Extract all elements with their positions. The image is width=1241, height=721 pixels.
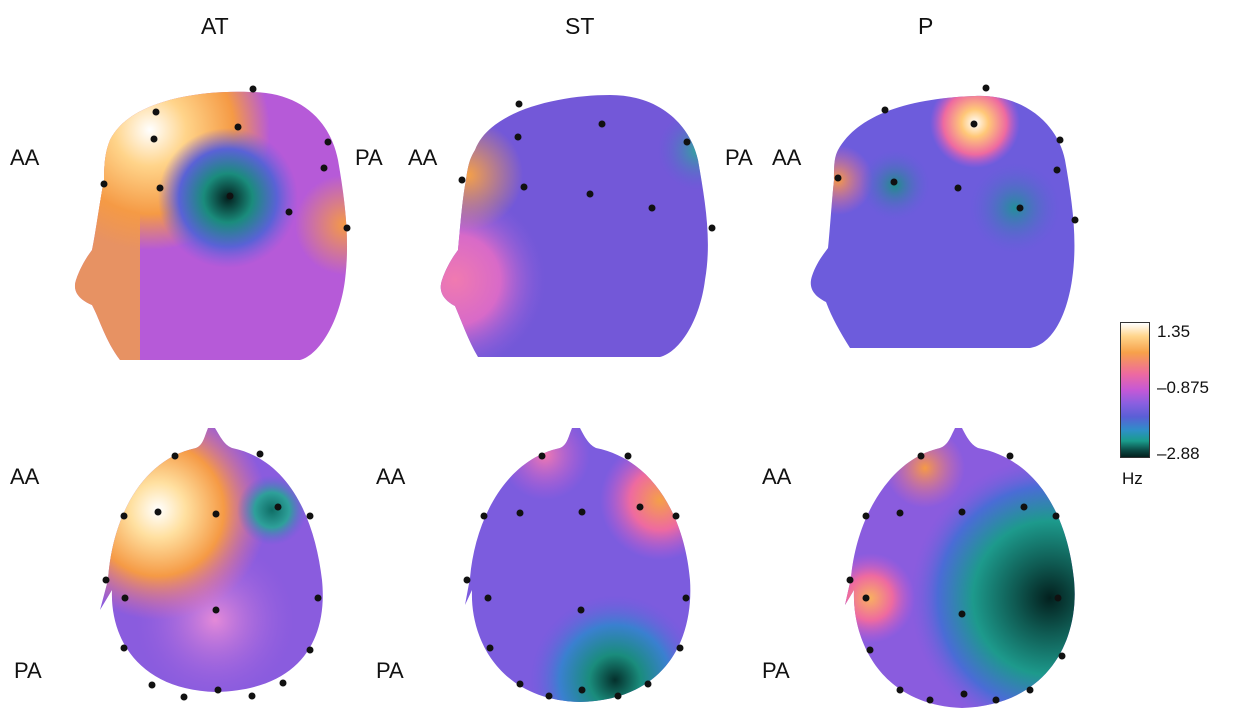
side-posterior-label: PA (355, 145, 383, 170)
side-anterior-label: AA (408, 145, 438, 170)
side-posterior-label: PA (725, 145, 753, 170)
top-anterior-label: AA (376, 464, 406, 489)
column-title-at: AT (201, 13, 229, 39)
top-posterior-label: PA (376, 658, 404, 683)
colorbar-mid-label: –0.875 (1157, 378, 1209, 397)
top-posterior-label: PA (762, 658, 790, 683)
side-anterior-label: AA (10, 145, 40, 170)
column-title-p: P (918, 13, 934, 39)
colorbar-unit-label: Hz (1122, 469, 1143, 488)
colorbar-min-label: –2.88 (1157, 444, 1200, 463)
side-anterior-label: AA (772, 145, 802, 170)
colorbar (1120, 322, 1150, 458)
top-posterior-label: PA (14, 658, 42, 683)
top-anterior-label: AA (10, 464, 40, 489)
colorbar-max-label: 1.35 (1157, 322, 1191, 341)
top-anterior-label: AA (762, 464, 792, 489)
column-title-st: ST (565, 13, 595, 39)
